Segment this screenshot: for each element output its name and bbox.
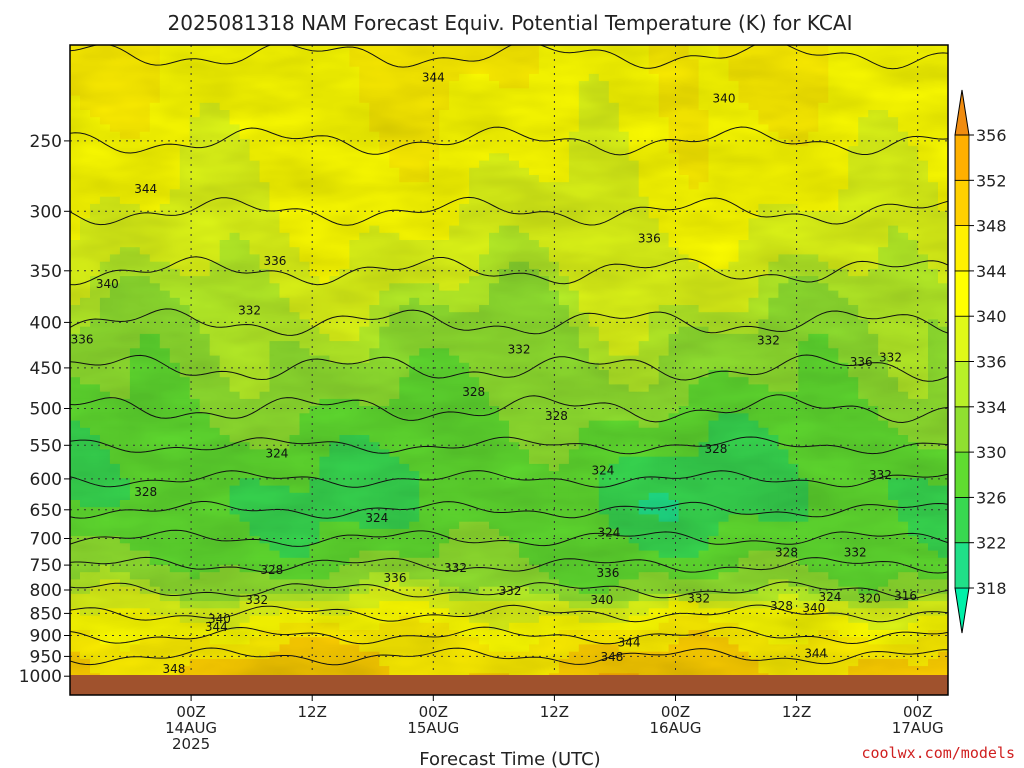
chart-title: 2025081318 NAM Forecast Equiv. Potential… bbox=[168, 11, 853, 35]
